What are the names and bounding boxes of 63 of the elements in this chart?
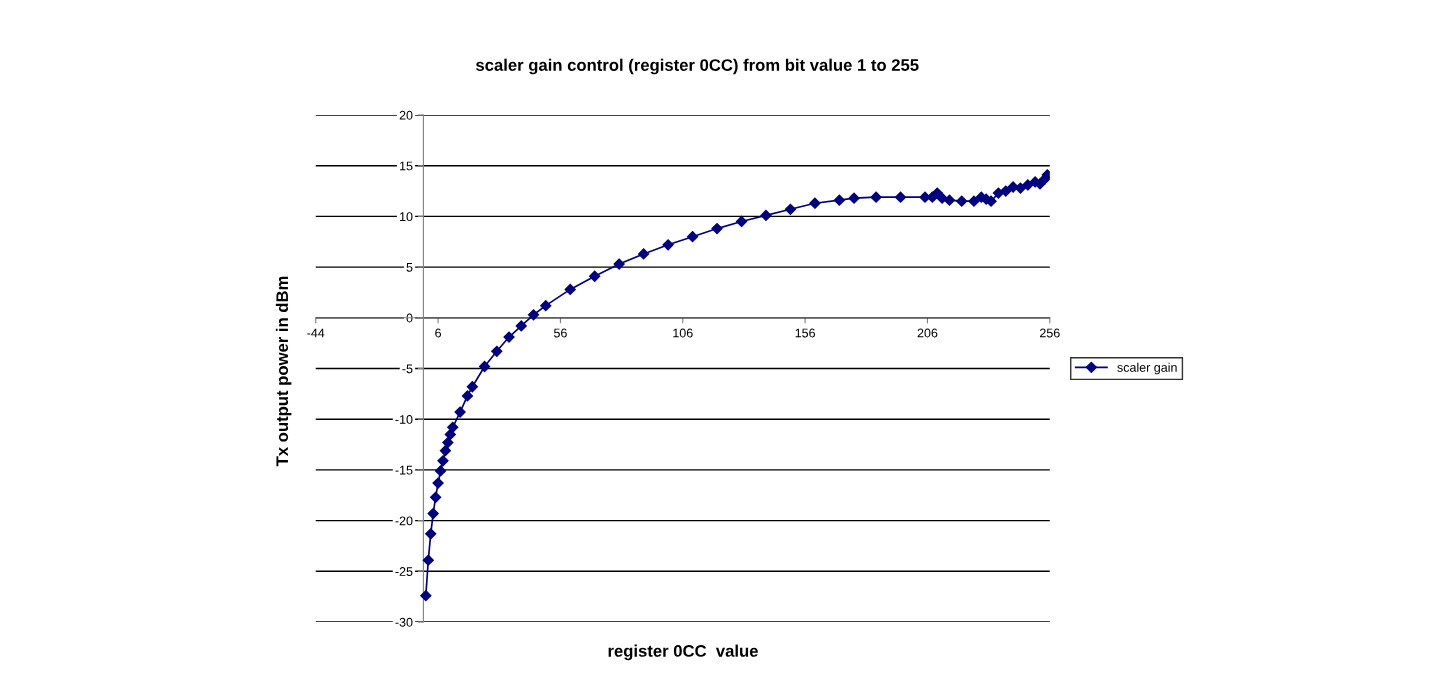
x-tick-label: 6 <box>435 328 442 338</box>
point <box>638 248 650 260</box>
point <box>833 194 845 206</box>
x-tick-label: -44 <box>307 328 325 338</box>
point <box>447 421 459 433</box>
point <box>1022 179 1034 191</box>
y-tick-label: -10 <box>395 415 413 424</box>
point <box>760 209 772 222</box>
point <box>870 191 882 203</box>
point <box>968 195 980 207</box>
point <box>564 283 576 296</box>
point <box>432 477 444 489</box>
point <box>931 187 943 199</box>
y-tick-label: -30 <box>395 617 413 627</box>
point <box>589 270 601 282</box>
point <box>894 191 907 203</box>
y-tick-label: -25 <box>395 567 413 576</box>
point <box>943 194 956 206</box>
point <box>540 300 552 312</box>
point <box>735 215 748 228</box>
y-tick-label: -5 <box>402 364 413 374</box>
x-tick-label: 206 <box>917 328 938 338</box>
point <box>956 195 968 207</box>
point <box>491 345 503 357</box>
point <box>425 528 437 540</box>
point <box>420 590 432 602</box>
legend-label: scaler gain <box>1117 362 1177 375</box>
point <box>711 222 723 235</box>
chart-title: scaler gain control (register 0CC) from bit value 1 to 255 <box>476 58 919 75</box>
point <box>784 203 797 215</box>
point <box>466 381 478 393</box>
point <box>434 465 447 477</box>
point <box>613 258 625 270</box>
y-tick-label: 5 <box>406 263 413 272</box>
point <box>1000 185 1012 197</box>
x-axis-title: register 0CC value <box>608 644 758 661</box>
point <box>515 320 527 332</box>
point <box>444 428 456 441</box>
x-tick-label: 256 <box>1040 328 1060 338</box>
y-tick-label: 20 <box>399 110 413 120</box>
point <box>478 360 491 373</box>
point <box>430 491 442 503</box>
point <box>686 231 699 243</box>
point <box>427 507 439 520</box>
point <box>454 406 466 418</box>
point <box>848 192 860 204</box>
x-tick-label: 156 <box>795 328 815 338</box>
point <box>437 455 449 467</box>
point <box>422 554 434 566</box>
y-tick-label: -20 <box>395 516 413 526</box>
point <box>662 239 674 251</box>
point <box>439 445 452 457</box>
y-tick-label: 15 <box>400 161 413 171</box>
y-tick-label: 10 <box>400 212 413 222</box>
x-tick-label: 56 <box>553 328 567 338</box>
point <box>442 436 454 449</box>
y-tick-label: 0 <box>406 313 413 323</box>
x-tick-label: 106 <box>673 328 693 338</box>
y-axis-title: Tx output power in dBm <box>275 276 292 467</box>
point <box>461 390 474 402</box>
point <box>809 197 821 209</box>
y-tick-label: -15 <box>395 465 413 475</box>
point <box>527 309 540 321</box>
